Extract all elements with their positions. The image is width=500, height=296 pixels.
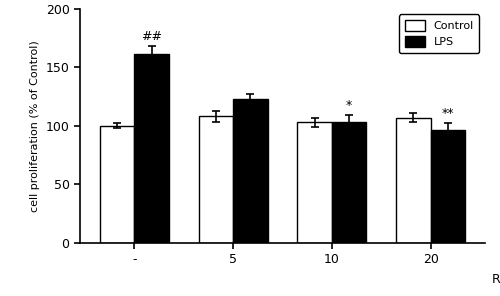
- Text: ##: ##: [141, 30, 162, 43]
- Text: **: **: [442, 107, 454, 120]
- Bar: [198, 116, 233, 243]
- Legend: Control, LPS: Control, LPS: [399, 15, 479, 53]
- Y-axis label: cell proliferation (% of Control): cell proliferation (% of Control): [30, 40, 40, 212]
- Bar: [233, 99, 268, 243]
- Bar: [134, 54, 169, 243]
- Bar: [298, 122, 332, 243]
- Bar: [430, 131, 465, 243]
- Bar: [100, 126, 134, 243]
- Text: *: *: [346, 99, 352, 112]
- Bar: [396, 118, 430, 243]
- Bar: [332, 122, 366, 243]
- Text: RSV(μM): RSV(μM): [492, 273, 500, 286]
